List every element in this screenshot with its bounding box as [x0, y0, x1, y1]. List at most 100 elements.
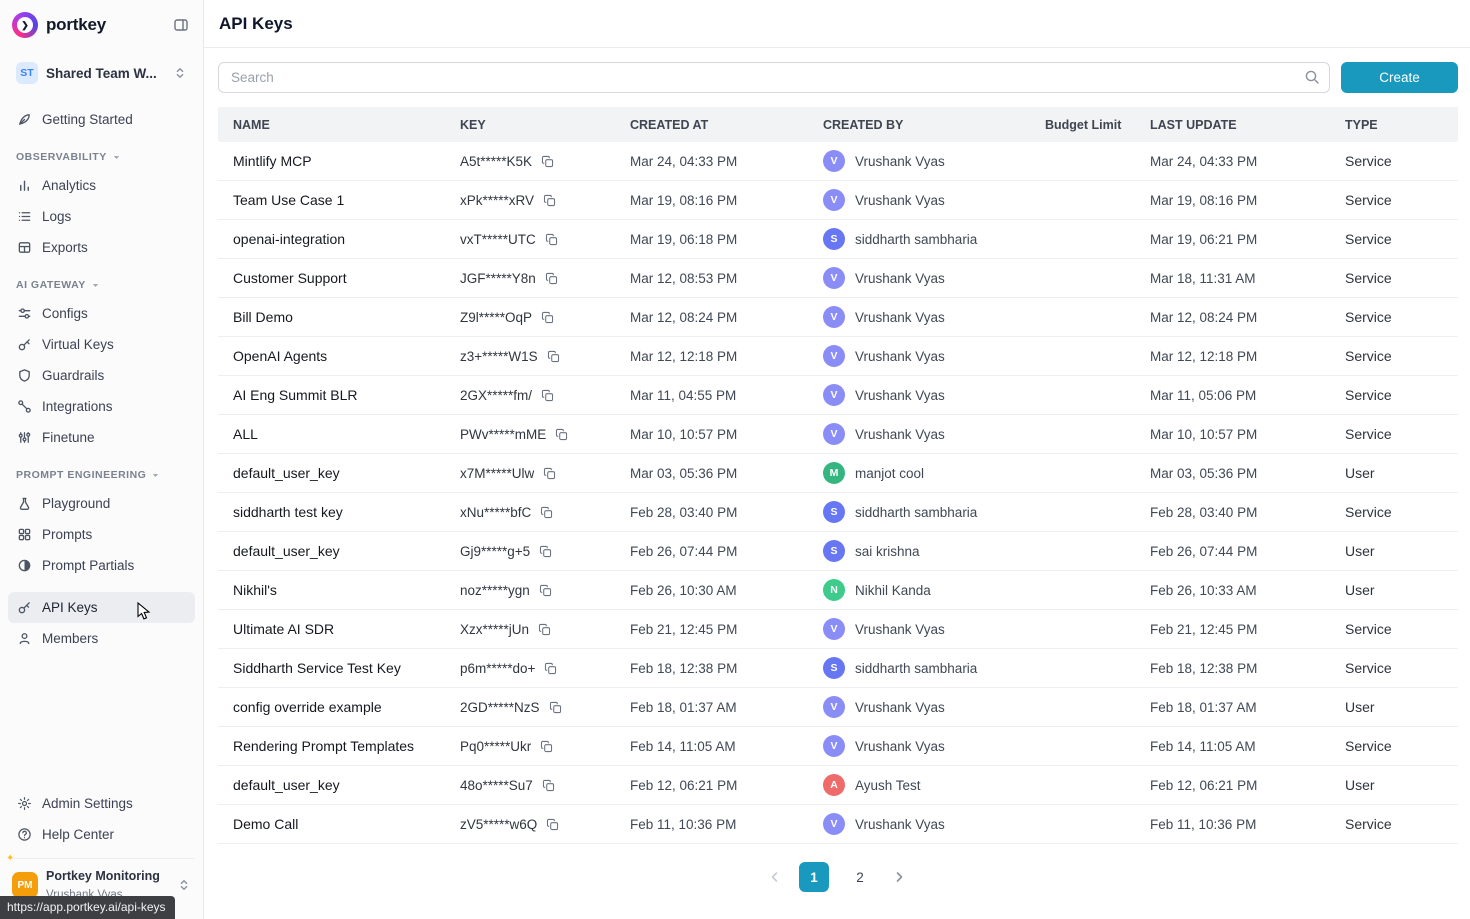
copy-icon[interactable] — [544, 662, 557, 675]
last-update: Feb 28, 03:40 PM — [1150, 504, 1258, 520]
table-row[interactable]: default_user_key x7M*****Ulw Mar 03, 05:… — [218, 454, 1458, 493]
table-row[interactable]: openai-integration vxT*****UTC Mar 19, 0… — [218, 220, 1458, 259]
key-name: siddharth test key — [233, 504, 343, 520]
key-value: A5t*****K5K — [460, 153, 533, 169]
sidebar-item-label: Getting Started — [42, 112, 133, 127]
sidebar-item-finetune[interactable]: Finetune — [8, 422, 195, 453]
created-by-name: Vrushank Vyas — [855, 309, 945, 325]
created-by-name: Nikhil Kanda — [855, 582, 931, 598]
key-type: User — [1345, 465, 1375, 481]
copy-icon[interactable] — [545, 272, 558, 285]
copy-icon[interactable] — [545, 233, 558, 246]
sidebar-item-analytics[interactable]: Analytics — [8, 170, 195, 201]
user-account-selector[interactable]: PM ✦ Portkey Monitoring Vrushank Vyas — [6, 853, 195, 913]
key-type: User — [1345, 777, 1375, 793]
copy-icon[interactable] — [541, 155, 554, 168]
copy-icon[interactable] — [539, 584, 552, 597]
avatar: V — [823, 384, 845, 406]
column-created-at: CREATED AT — [630, 117, 709, 132]
table-row[interactable]: AI Eng Summit BLR 2GX*****fm/ Mar 11, 04… — [218, 376, 1458, 415]
table-row[interactable]: Mintlify MCP A5t*****K5K Mar 24, 04:33 P… — [218, 142, 1458, 181]
sidebar-item-label: Prompts — [42, 527, 93, 542]
prev-page-icon[interactable] — [767, 869, 783, 885]
column-budget-limit: Budget Limit — [1045, 117, 1122, 132]
sidebar-item-label: Members — [42, 631, 99, 646]
collapse-sidebar-icon[interactable] — [173, 17, 189, 33]
avatar: S — [823, 657, 845, 679]
next-page-icon[interactable] — [891, 869, 907, 885]
page-title: API Keys — [219, 13, 293, 33]
copy-icon[interactable] — [543, 194, 556, 207]
sidebar-item-virtual-keys[interactable]: Virtual Keys — [8, 329, 195, 360]
sidebar-item-guardrails[interactable]: Guardrails — [8, 360, 195, 391]
user-name: Portkey Monitoring — [46, 869, 160, 883]
copy-icon[interactable] — [542, 779, 555, 792]
table-row[interactable]: siddharth test key xNu*****bfC Feb 28, 0… — [218, 493, 1458, 532]
workspace-selector[interactable]: ST Shared Team W... — [10, 56, 193, 90]
created-by-name: Vrushank Vyas — [855, 426, 945, 442]
sidebar-item-help-center[interactable]: Help Center — [8, 819, 195, 850]
key-type: User — [1345, 582, 1375, 598]
table-row[interactable]: Team Use Case 1 xPk*****xRV Mar 19, 08:1… — [218, 181, 1458, 220]
sidebar-item-label: Finetune — [42, 430, 95, 445]
sidebar-item-playground[interactable]: Playground — [8, 488, 195, 519]
section-prompt-engineering[interactable]: PROMPT ENGINEERING — [8, 462, 195, 488]
avatar: V — [823, 267, 845, 289]
search-box — [218, 62, 1330, 93]
created-by-name: Vrushank Vyas — [855, 153, 945, 169]
search-input[interactable] — [218, 62, 1330, 93]
getting-started-icon — [16, 112, 32, 127]
last-update: Mar 12, 08:24 PM — [1150, 309, 1258, 325]
sidebar-item-getting-started[interactable]: Getting Started — [8, 104, 195, 135]
table-row[interactable]: Rendering Prompt Templates Pq0*****Ukr F… — [218, 727, 1458, 766]
copy-icon[interactable] — [538, 623, 551, 636]
key-value: Xzx*****jUn — [460, 621, 530, 637]
table-row[interactable]: Siddharth Service Test Key p6m*****do+ F… — [218, 649, 1458, 688]
table-row[interactable]: Bill Demo Z9l*****OqP Mar 12, 08:24 PM V… — [218, 298, 1458, 337]
copy-icon[interactable] — [546, 818, 559, 831]
copy-icon[interactable] — [541, 389, 554, 402]
avatar: V — [823, 306, 845, 328]
copy-icon[interactable] — [547, 350, 560, 363]
key-type: Service — [1345, 270, 1392, 286]
table-row[interactable]: Demo Call zV5*****w6Q Feb 11, 10:36 PM V… — [218, 805, 1458, 844]
table-row[interactable]: default_user_key Gj9*****g+5 Feb 26, 07:… — [218, 532, 1458, 571]
sidebar-item-integrations[interactable]: Integrations — [8, 391, 195, 422]
copy-icon[interactable] — [540, 740, 553, 753]
section-ai-gateway[interactable]: AI GATEWAY — [8, 272, 195, 298]
copy-icon[interactable] — [543, 467, 556, 480]
copy-icon[interactable] — [541, 311, 554, 324]
key-type: Service — [1345, 231, 1392, 247]
sidebar-item-configs[interactable]: Configs — [8, 298, 195, 329]
table-row[interactable]: default_user_key 48o*****Su7 Feb 12, 06:… — [218, 766, 1458, 805]
page-1-button[interactable]: 1 — [799, 862, 829, 892]
table-row[interactable]: config override example 2GD*****NzS Feb … — [218, 688, 1458, 727]
sidebar-item-api-keys[interactable]: API Keys — [8, 592, 195, 623]
copy-icon[interactable] — [540, 506, 553, 519]
sidebar-item-exports[interactable]: Exports — [8, 232, 195, 263]
table-row[interactable]: Customer Support JGF*****Y8n Mar 12, 08:… — [218, 259, 1458, 298]
page-2-button[interactable]: 2 — [856, 869, 864, 885]
sidebar-item-prompt-partials[interactable]: Prompt Partials — [8, 550, 195, 581]
copy-icon[interactable] — [539, 545, 552, 558]
table-row[interactable]: OpenAI Agents z3+*****W1S Mar 12, 12:18 … — [218, 337, 1458, 376]
copy-icon[interactable] — [549, 701, 562, 714]
key-value: z3+*****W1S — [460, 348, 538, 364]
copy-icon[interactable] — [555, 428, 568, 441]
sidebar-item-members[interactable]: Members — [8, 623, 195, 654]
table-row[interactable]: Ultimate AI SDR Xzx*****jUn Feb 21, 12:4… — [218, 610, 1458, 649]
page-header: API Keys — [204, 0, 1470, 48]
sidebar-item-label: API Keys — [42, 600, 98, 615]
logs-icon — [16, 209, 32, 224]
sidebar-item-admin-settings[interactable]: Admin Settings — [8, 788, 195, 819]
sidebar-footer: Admin Settings Help Center PM ✦ Portkey … — [0, 788, 203, 919]
table-row[interactable]: ALL PWv*****mME Mar 10, 10:57 PM V Vrush… — [218, 415, 1458, 454]
search-icon[interactable] — [1304, 69, 1320, 85]
created-at: Feb 26, 10:30 AM — [630, 582, 737, 598]
key-name: default_user_key — [233, 777, 340, 793]
sidebar-item-logs[interactable]: Logs — [8, 201, 195, 232]
table-row[interactable]: Nikhil's noz*****ygn Feb 26, 10:30 AM N … — [218, 571, 1458, 610]
section-observability[interactable]: OBSERVABILITY — [8, 144, 195, 170]
create-button[interactable]: Create — [1341, 62, 1458, 93]
sidebar-item-prompts[interactable]: Prompts — [8, 519, 195, 550]
